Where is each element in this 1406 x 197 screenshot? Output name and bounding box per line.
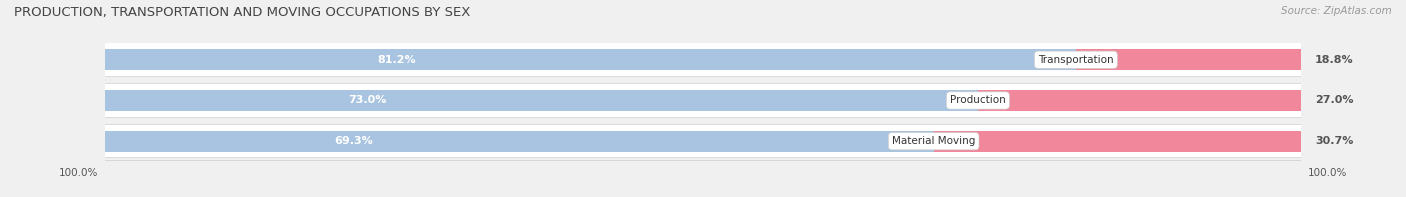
Bar: [979, 90, 1301, 111]
Bar: [1076, 49, 1301, 70]
Text: 100.0%: 100.0%: [59, 168, 98, 178]
Bar: [105, 44, 1301, 76]
Text: 30.7%: 30.7%: [1315, 136, 1353, 146]
Bar: [105, 83, 1301, 118]
Text: 69.3%: 69.3%: [335, 136, 373, 146]
Bar: [105, 131, 934, 152]
Text: 27.0%: 27.0%: [1315, 96, 1354, 105]
Bar: [105, 49, 1076, 70]
Bar: [105, 90, 979, 111]
Bar: [105, 125, 1301, 157]
Text: Transportation: Transportation: [1038, 55, 1114, 65]
Text: Production: Production: [950, 96, 1005, 105]
Text: 81.2%: 81.2%: [377, 55, 416, 65]
Text: 18.8%: 18.8%: [1315, 55, 1354, 65]
Text: PRODUCTION, TRANSPORTATION AND MOVING OCCUPATIONS BY SEX: PRODUCTION, TRANSPORTATION AND MOVING OC…: [14, 6, 471, 19]
Text: Material Moving: Material Moving: [891, 136, 976, 146]
Text: 100.0%: 100.0%: [1308, 168, 1347, 178]
Text: Source: ZipAtlas.com: Source: ZipAtlas.com: [1281, 6, 1392, 16]
Bar: [105, 43, 1301, 77]
Text: 73.0%: 73.0%: [349, 96, 387, 105]
Bar: [934, 131, 1301, 152]
Bar: [105, 84, 1301, 117]
Bar: [105, 124, 1301, 158]
